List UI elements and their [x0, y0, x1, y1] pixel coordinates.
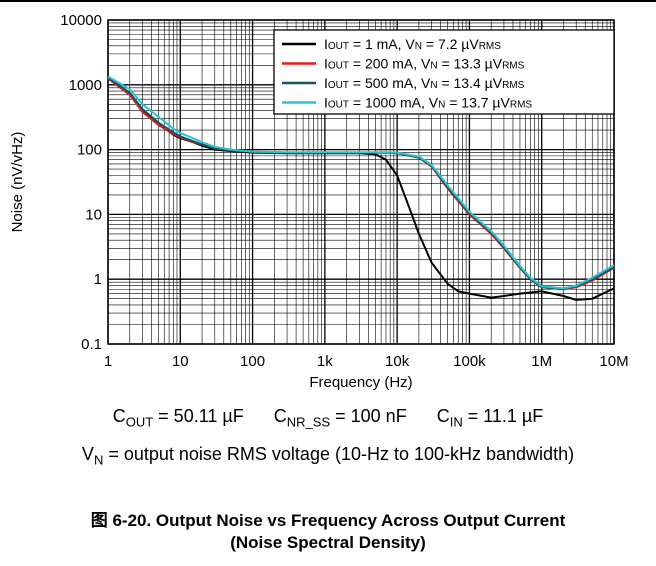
y-tick-label: 10	[85, 206, 102, 223]
x-tick-label: 1k	[317, 353, 333, 370]
legend-label-4: IOUT = 1000 mA, VN = 13.7 µVRMS	[324, 95, 532, 111]
legend-label-1: IOUT = 1 mA, VN = 7.2 µVRMS	[324, 36, 501, 52]
y-tick-label: 100	[77, 142, 102, 159]
cin-caption: CIN = 11.1 µF	[436, 406, 544, 430]
vn-caption: VN = output noise RMS voltage (10-Hz to …	[81, 444, 575, 468]
x-tick-label: 100	[240, 353, 265, 370]
y-axis-label: Noise (nV/vHz)	[9, 132, 26, 233]
figure-title-line1: 图 6-20. Output Noise vs Frequency Across…	[90, 511, 566, 530]
cout-caption: COUT = 50.11 µF	[112, 406, 244, 430]
x-tick-label: 10M	[599, 353, 628, 370]
series-line-4	[107, 75, 615, 290]
x-tick-label: 1	[104, 353, 112, 370]
x-axis-label: Frequency (Hz)	[309, 374, 412, 391]
legend-label-3: IOUT = 500 mA, VN = 13.4 µVRMS	[324, 75, 525, 91]
figure-title: 图 6-20. Output Noise vs Frequency Across…	[0, 510, 656, 554]
y-tick-label: 1000	[69, 77, 102, 94]
x-tick-label: 1M	[531, 353, 552, 370]
capacitor-caption: COUT = 50.11 µF CNR_SS = 100 nF CIN = 11…	[113, 406, 544, 430]
x-tick-label: 100k	[453, 353, 486, 370]
plot-frame	[107, 19, 615, 345]
cnr-caption: CNR_SS = 100 nF	[273, 406, 407, 430]
figure-title-line2: (Noise Spectral Density)	[230, 533, 426, 552]
legend-label-2: IOUT = 200 mA, VN = 13.3 µVRMS	[324, 56, 525, 72]
y-tick-label: 1	[94, 271, 102, 288]
legend-box	[273, 29, 615, 115]
y-tick-label: 0.1	[81, 336, 102, 353]
x-tick-label: 10	[172, 353, 189, 370]
top-rule	[0, 0, 656, 2]
x-tick-label: 10k	[385, 353, 410, 370]
noise-chart: 1 10 100 1k 10k 100k 1M 10M0.1110100100010000Fr…	[9, 12, 629, 391]
y-tick-label: 10000	[60, 12, 102, 29]
